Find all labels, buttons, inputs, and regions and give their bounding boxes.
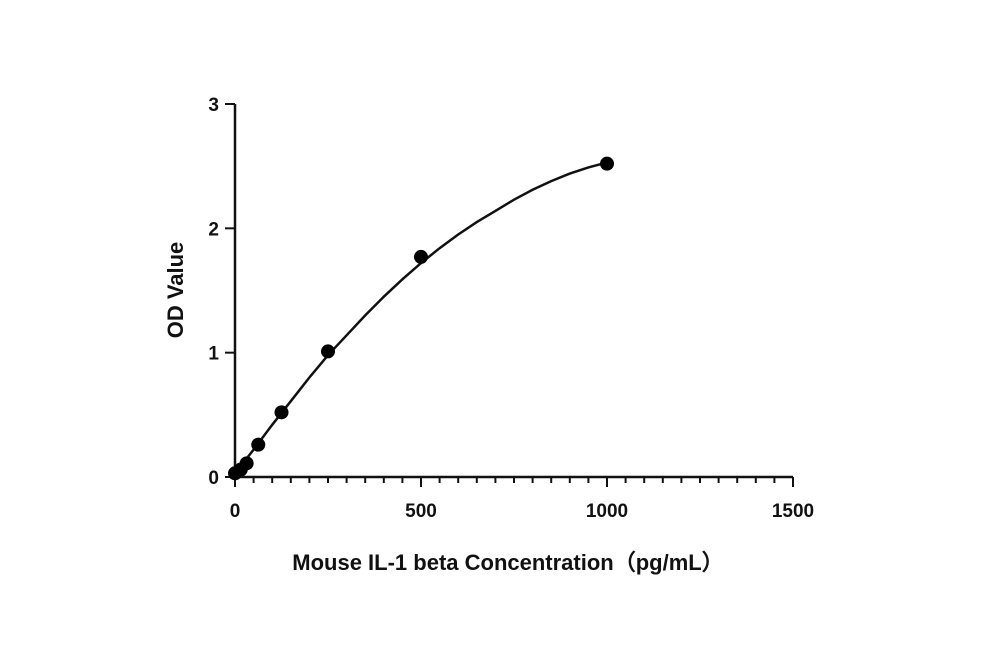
y-tick-label: 3 <box>208 95 219 116</box>
x-axis: 0 500 1000 1500 <box>230 475 814 522</box>
y-axis: 0 1 2 3 <box>208 95 237 489</box>
fit-curve <box>234 161 608 475</box>
y-tick-label: 1 <box>208 344 219 365</box>
data-point <box>251 437 266 452</box>
data-points <box>228 156 614 481</box>
y-axis-title: OD Value <box>163 242 188 339</box>
data-point <box>600 156 614 171</box>
x-axis-title: Mouse IL-1 beta Concentration（pg/mL） <box>292 550 723 575</box>
x-tick-label: 1000 <box>586 501 628 522</box>
data-point <box>321 344 335 359</box>
x-tick-label: 500 <box>405 501 437 522</box>
data-point <box>239 456 254 471</box>
x-tick-label: 1500 <box>772 501 814 522</box>
y-tick-label: 0 <box>208 468 219 489</box>
x-tick-label: 0 <box>230 501 241 522</box>
data-point <box>414 249 428 264</box>
y-tick-label: 2 <box>208 219 219 240</box>
data-point <box>274 405 289 420</box>
